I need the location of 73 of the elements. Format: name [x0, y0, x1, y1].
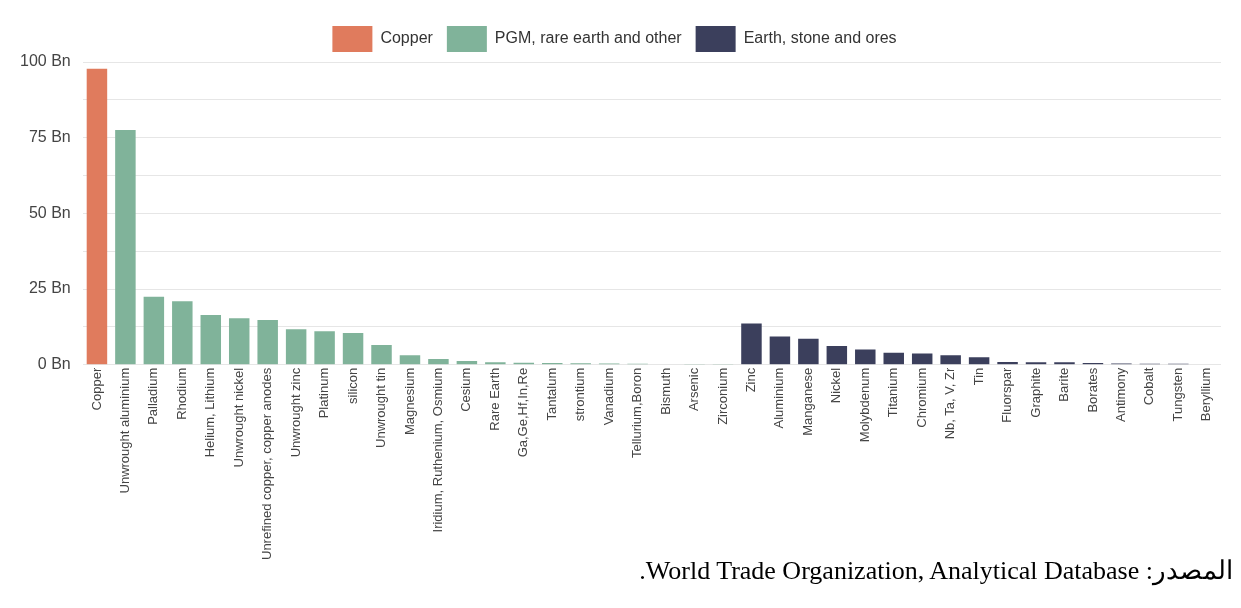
x-tick-label: Nb, Ta, V, Zr — [942, 367, 958, 440]
x-tick-label: Iridium, Ruthenium, Osmium — [430, 367, 445, 533]
text: المصدر: World Trade Organization, Analytical Database. — [639, 556, 1233, 585]
x-tick-label: Rhodium — [173, 367, 189, 420]
bar — [314, 331, 335, 365]
y-tick-label: 0 Bn — [37, 355, 71, 373]
x-tick-label: Tellurium,Boron — [629, 367, 645, 459]
x-tick-label: Helium, Lithium — [202, 367, 218, 458]
x-tick-label: Molybdenum — [856, 367, 872, 443]
y-tick-label: 75 Bn — [28, 128, 71, 146]
x-tick-label: Chromium — [913, 367, 929, 428]
x-tick-label: Arsenic — [686, 367, 702, 412]
x-tick-label: Cesium — [458, 367, 474, 412]
x-tick-label: Barite — [1056, 367, 1072, 402]
legend-label: PGM, rare earth and other — [494, 29, 683, 47]
bar — [769, 336, 791, 365]
bar — [257, 319, 278, 365]
x-tick-label: Aluminium — [771, 367, 787, 429]
x-tick-label: Tungsten — [1169, 367, 1185, 422]
legend-label: Copper — [380, 29, 434, 47]
bar — [940, 355, 961, 365]
x-tick-label: strontium — [572, 367, 588, 422]
x-tick-label: Nickel — [828, 367, 844, 404]
x-tick-label: Bismuth — [657, 367, 673, 415]
x-tick-label: Palladium — [145, 367, 161, 425]
x-tick-label: Zirconium — [714, 367, 730, 425]
x-tick-label: Ga,Ge,Hf,In,Re — [515, 367, 531, 458]
x-tick-label: Cobalt — [1141, 367, 1157, 406]
x-tick-label: Borates — [1084, 367, 1100, 413]
bar — [143, 296, 165, 365]
bar — [826, 345, 848, 365]
bar — [968, 357, 990, 365]
x-tick-label: Platinum — [316, 367, 332, 419]
bar — [456, 361, 478, 365]
x-tick-label: Unrefined copper, copper anodes — [259, 367, 275, 560]
x-tick-label: Fluorspar — [999, 367, 1015, 423]
x-tick-label: Antimony — [1112, 367, 1128, 422]
x-tick-label: Vanadium — [600, 367, 616, 426]
bar — [172, 301, 193, 365]
bar — [798, 338, 819, 365]
bar — [228, 318, 250, 365]
bar — [342, 332, 364, 365]
x-tick-label: Tantalum — [543, 367, 559, 421]
bar — [285, 329, 307, 365]
x-tick-label: Tin — [970, 367, 986, 386]
x-tick-label: Magnesium — [401, 367, 417, 435]
bar — [115, 130, 136, 365]
x-tick-label: Copper — [88, 367, 104, 411]
x-tick-label: Unwrought tin — [373, 367, 389, 448]
x-tick-label: Manganese — [799, 367, 815, 436]
x-tick-label: Unwrought nickel — [230, 367, 246, 468]
bar — [428, 359, 449, 365]
legend-label: Earth, stone and ores — [743, 29, 897, 47]
x-tick-label: Rare Earth — [486, 367, 502, 431]
bar — [399, 355, 421, 365]
bar — [883, 352, 904, 365]
bar — [997, 362, 1018, 365]
bar — [855, 349, 876, 365]
x-tick-label: silicon — [344, 367, 360, 404]
x-tick-label: Unwrought aluminium — [116, 367, 132, 494]
x-tick-label: Graphite — [1027, 367, 1043, 418]
y-tick-label: 25 Bn — [28, 279, 71, 297]
bar — [86, 68, 108, 365]
x-tick-label: Titanium — [885, 367, 901, 418]
y-tick-label: 100 Bn — [19, 52, 71, 70]
x-tick-label: Beryllium — [1198, 367, 1214, 422]
bar — [741, 323, 762, 365]
bar — [371, 345, 392, 365]
x-tick-label: Unwrought zinc — [287, 367, 303, 458]
y-tick-label: 50 Bn — [28, 203, 71, 221]
x-tick-label: Zinc — [743, 367, 759, 393]
bar — [200, 315, 222, 365]
bar — [911, 353, 933, 365]
